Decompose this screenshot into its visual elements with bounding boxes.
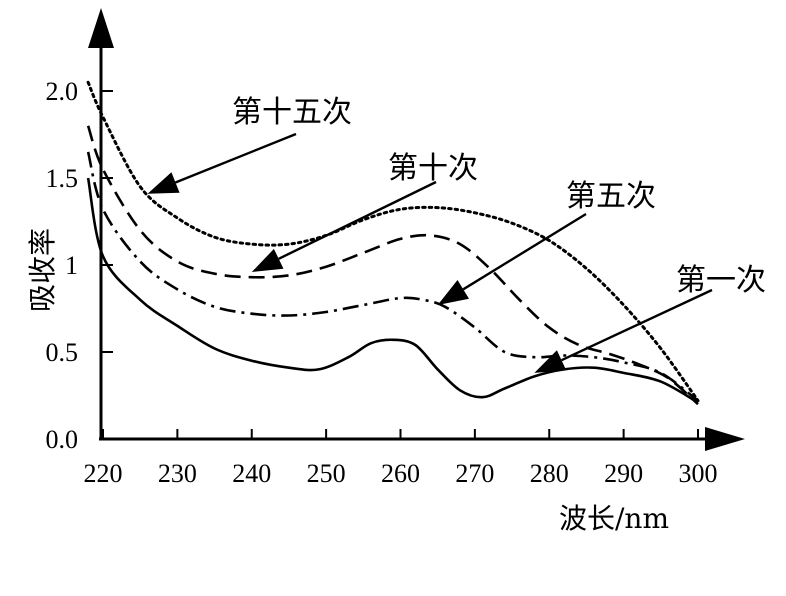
y-tick-label-1: 0.5 <box>46 338 79 367</box>
x-tick-label-260: 260 <box>381 459 420 488</box>
series-line-3 <box>86 125 699 406</box>
x-tick-label-270: 270 <box>455 459 494 488</box>
y-axis <box>88 8 114 440</box>
annotation-arrowhead-icon-2 <box>251 248 284 272</box>
x-tick-label-290: 290 <box>604 459 643 488</box>
series-layer <box>86 80 700 406</box>
annotation-arrowhead-icon-4 <box>534 350 567 373</box>
x-tick-label-300: 300 <box>679 459 718 488</box>
axis-ticks: 220 230 240 250 260 270 280 290 300 0.0 0.5 1 1.5 2.0 <box>46 77 718 488</box>
y-tick-label-0: 0.0 <box>46 425 79 454</box>
annotation-arrow-2 <box>278 180 437 260</box>
annotation-label-4: 第一次 <box>676 263 766 298</box>
x-axis-title: 波长/nm <box>559 502 669 535</box>
series-line-2 <box>86 151 699 402</box>
x-tick-label-240: 240 <box>232 459 271 488</box>
series-line-4 <box>86 80 700 403</box>
x-tick-label-250: 250 <box>307 459 346 488</box>
y-tick-label-4: 2.0 <box>46 77 79 106</box>
x-tick-label-220: 220 <box>84 459 123 488</box>
annotation-label-1: 第十五次 <box>232 95 352 130</box>
annotation-label-2: 第十次 <box>388 151 478 186</box>
annotation-label-3: 第五次 <box>566 179 656 214</box>
x-axis <box>99 427 745 451</box>
x-axis-arrow-icon <box>705 427 745 451</box>
annotation-arrowhead-icon-3 <box>437 280 469 305</box>
x-tick-label-230: 230 <box>158 459 197 488</box>
annotation-arrowhead-icon-1 <box>147 172 180 194</box>
series-line-1 <box>86 177 699 404</box>
annotation-arrow-1 <box>175 132 297 184</box>
y-tick-label-3: 1.5 <box>46 164 79 193</box>
y-tick-label-2: 1 <box>65 251 78 280</box>
annotation-arrow-3 <box>462 212 587 291</box>
y-axis-title: 吸收率 <box>26 228 59 312</box>
annotation-arrow-4 <box>561 288 713 362</box>
x-tick-label-280: 280 <box>530 459 569 488</box>
y-axis-arrow-icon <box>88 8 114 48</box>
